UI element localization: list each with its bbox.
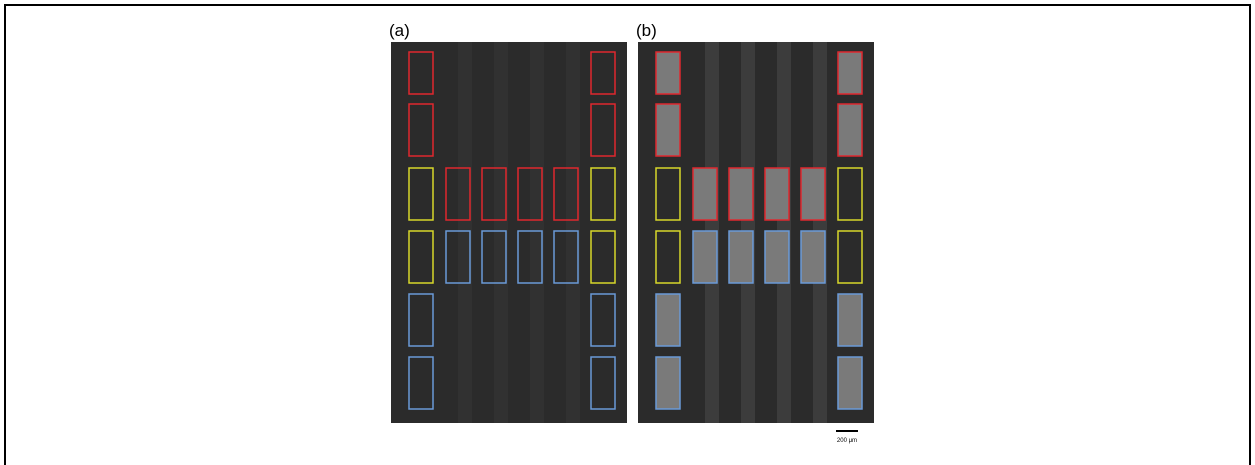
roi-box (517, 230, 543, 284)
roi-box (655, 293, 681, 347)
scale-bar-label: 200 μm (837, 438, 857, 444)
roi-box (655, 230, 681, 284)
roi-box (728, 230, 754, 284)
roi-box (553, 230, 579, 284)
roi-box (590, 51, 616, 95)
panel-label: (b) (636, 21, 657, 40)
roi-box (764, 230, 790, 284)
roi-box (692, 230, 718, 284)
roi-box (655, 356, 681, 410)
roi-box (445, 167, 471, 221)
roi-box (837, 51, 863, 95)
roi-box (655, 167, 681, 221)
roi-box (837, 230, 863, 284)
channel-stripe (566, 42, 580, 423)
roi-box (728, 167, 754, 221)
roi-box (590, 167, 616, 221)
roi-box (445, 230, 471, 284)
channel-stripe (494, 42, 508, 423)
micrograph (391, 42, 627, 423)
roi-box (800, 167, 826, 221)
roi-box (692, 167, 718, 221)
roi-box (408, 356, 434, 410)
roi-box (481, 230, 507, 284)
roi-box (655, 51, 681, 95)
roi-box (408, 230, 434, 284)
roi-box (655, 103, 681, 157)
roi-box (837, 167, 863, 221)
roi-box (590, 103, 616, 157)
roi-box (517, 167, 543, 221)
roi-box (408, 103, 434, 157)
roi-box (590, 230, 616, 284)
roi-box (837, 293, 863, 347)
roi-box (481, 167, 507, 221)
frame (4, 4, 1251, 465)
channel-stripe (530, 42, 544, 423)
roi-box (553, 167, 579, 221)
roi-box (837, 103, 863, 157)
channel-stripe (458, 42, 472, 423)
panels (391, 42, 874, 423)
roi-box (408, 167, 434, 221)
roi-box (408, 293, 434, 347)
roi-box (800, 230, 826, 284)
roi-box (590, 293, 616, 347)
roi-box (590, 356, 616, 410)
roi-box (408, 51, 434, 95)
panel-label: (a) (389, 21, 410, 40)
roi-box (837, 356, 863, 410)
roi-box (764, 167, 790, 221)
